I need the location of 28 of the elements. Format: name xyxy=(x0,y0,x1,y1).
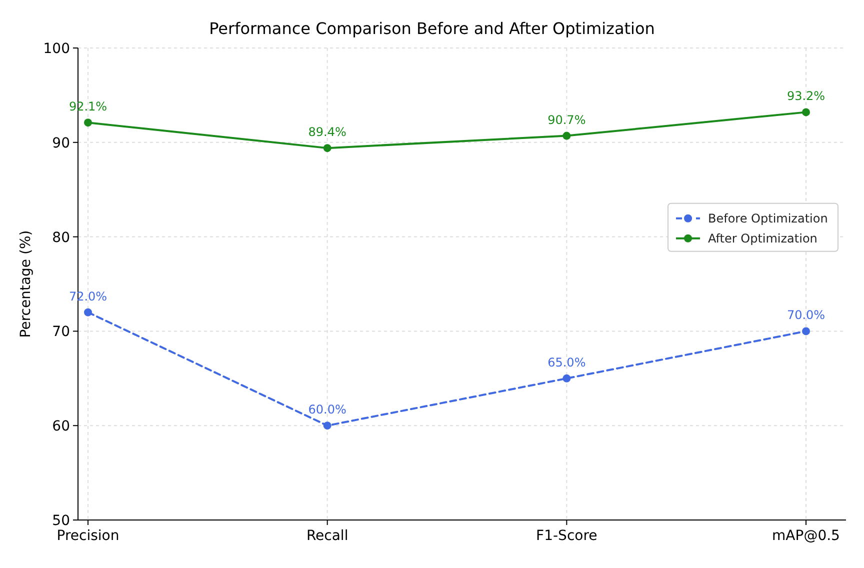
point xyxy=(802,108,810,116)
point xyxy=(562,374,571,382)
x-tick-label: Recall xyxy=(306,528,348,544)
point xyxy=(323,144,332,152)
data-label: 60.0% xyxy=(308,402,346,417)
data-label: 93.2% xyxy=(786,89,826,104)
y-tick-label: 80 xyxy=(52,230,70,246)
y-tick-label: 60 xyxy=(52,418,70,435)
data-label: 89.4% xyxy=(308,125,346,140)
data-label: 70.0% xyxy=(786,308,826,322)
point xyxy=(802,327,810,336)
point xyxy=(84,118,92,127)
x-tick-label: Precision xyxy=(56,528,120,544)
data-label: 65.0% xyxy=(548,355,586,370)
y-tick-label: 90 xyxy=(52,135,70,152)
y-axis-title: Percentage (%) xyxy=(18,230,34,338)
y-tick-label: 70 xyxy=(52,324,70,340)
point xyxy=(323,422,332,430)
data-label: 90.7% xyxy=(548,112,586,127)
y-tick-label: 100 xyxy=(43,41,70,57)
legend-label: After Optimization xyxy=(708,231,818,246)
point xyxy=(562,132,571,140)
x-tick-label: mAP@0.5 xyxy=(772,528,840,544)
y-tick-label: 50 xyxy=(52,513,70,529)
x-tick-label: F1-Score xyxy=(536,528,598,544)
point xyxy=(84,308,92,316)
legend-label: Before Optimization xyxy=(708,211,828,226)
chart-title: Performance Comparison Before and After Optimization xyxy=(209,19,655,38)
